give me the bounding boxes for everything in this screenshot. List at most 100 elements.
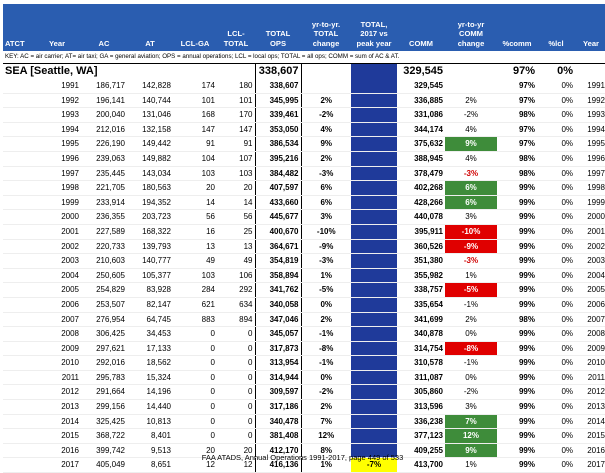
row-year-label: 1993: [47, 107, 81, 123]
key-text: KEY: AC = air carrier; AT= air taxi; GA …: [3, 51, 605, 64]
col-yoy-total: yr-to-yr. TOTAL change: [301, 4, 351, 51]
row-total-vs-peak: [351, 443, 397, 459]
row-comm: 336,238: [397, 414, 445, 430]
row-year: [3, 209, 47, 225]
row-year-label: 2013: [47, 399, 81, 415]
row-at: 180,563: [127, 180, 173, 196]
row-pct-comm: 99%: [497, 195, 537, 211]
row-pct-comm: 99%: [497, 355, 537, 371]
row-yoy-total: 2%: [301, 399, 351, 415]
row-yoy-comm: -2%: [445, 107, 497, 123]
row-comm: 338,757: [397, 282, 445, 298]
table-row: 2001 227,589 168,322 16 25 400,670 -10% 395,911…: [3, 224, 605, 240]
row-total-vs-peak: [351, 79, 397, 94]
row-year-right: 2000: [575, 209, 605, 225]
table-row: 2002 220,733 139,793 13 13 364,671 -9% 360,526-…: [3, 239, 605, 255]
row-comm: 329,545: [397, 79, 445, 94]
row-year: [3, 268, 47, 284]
row-total-vs-peak: [351, 224, 397, 240]
row-total-vs-peak: [351, 107, 397, 123]
row-at: 105,377: [127, 268, 173, 284]
row-lcl-total: 56: [217, 209, 255, 225]
row-year: [3, 224, 47, 240]
row-year-label: 2006: [47, 297, 81, 313]
row-lcl-total: 147: [217, 122, 255, 138]
table-row: 1994 212,016 132,158 147 147 353,050 4% 344,174…: [3, 122, 605, 138]
row-yoy-total: -2%: [301, 384, 351, 401]
row-pct-lcl: 0%: [537, 341, 575, 357]
table-row: 2007 276,954 64,745 883 894 347,046 2% 341,699 2…: [3, 312, 605, 328]
row-pct-lcl: 0%: [537, 443, 575, 459]
row-lcl-ga: 56: [173, 209, 217, 225]
row-year-label: 1999: [47, 195, 81, 211]
row-pct-comm: 99%: [497, 370, 537, 386]
row-comm: 355,982: [397, 268, 445, 284]
row-at: 83,928: [127, 282, 173, 298]
row-total-ops: 353,050: [254, 122, 302, 138]
table-row: 1998 221,705 180,563 20 20 407,597 6% 402,268 6%…: [3, 180, 605, 196]
row-year-label: 1991: [47, 79, 81, 94]
row-lcl-total: 0: [217, 414, 255, 430]
row-year-label: 2009: [47, 341, 81, 357]
row-yoy-total: -2%: [301, 107, 351, 123]
row-year-right: 2007: [575, 312, 605, 328]
row-yoy-comm: 3%: [445, 399, 497, 415]
row-lcl-total: 0: [217, 326, 255, 342]
row-pct-lcl: 0%: [537, 224, 575, 240]
row-lcl-total: 292: [217, 282, 255, 298]
row-comm: 402,268: [397, 180, 445, 196]
row-year-right: 2010: [575, 355, 605, 371]
row-year: [3, 195, 47, 211]
table-row: 1999 233,914 194,352 14 14 433,660 6% 428,266 6%…: [3, 195, 605, 211]
row-yoy-comm: 0%: [445, 370, 497, 386]
ops-first: 338,607: [254, 63, 302, 79]
row-yoy-total: 2%: [301, 312, 351, 328]
row-ac: 186,717: [81, 79, 127, 94]
row-pct-lcl: 0%: [537, 93, 575, 109]
row-total-ops: 386,534: [254, 136, 302, 152]
row-total-ops: 433,660: [254, 195, 302, 211]
row-year-label: 2008: [47, 326, 81, 342]
row-pct-comm: 99%: [497, 443, 537, 459]
row-total-vs-peak: [351, 428, 397, 444]
header-row: ATCT Year AC AT LCL-GA LCL-TOTAL TOTAL O…: [3, 4, 605, 51]
row-yoy-comm: -1%: [445, 297, 497, 313]
table-row: 2005 254,829 83,928 284 292 341,762 -5% 338,757…: [3, 282, 605, 298]
row-ac: 297,621: [81, 341, 127, 357]
row-year: [3, 341, 47, 357]
row-at: 9,513: [127, 443, 173, 459]
row-comm: 311,087: [397, 370, 445, 386]
row-lcl-ga: 0: [173, 355, 217, 371]
row-at: 14,440: [127, 399, 173, 415]
row-pct-comm: 99%: [497, 326, 537, 342]
row-pct-comm: 97%: [497, 136, 537, 152]
table-row: 2011 295,783 15,324 0 0 314,944 0% 311,087 0% 99%…: [3, 370, 605, 386]
row-pct-lcl: 0%: [537, 79, 575, 94]
col-year: Year: [47, 4, 81, 51]
row-ac: 254,829: [81, 282, 127, 298]
row-pct-comm: 99%: [497, 399, 537, 415]
row-yoy-comm: 1%: [445, 268, 497, 284]
row-pct-lcl: 0%: [537, 151, 575, 167]
row-lcl-total: 634: [217, 297, 255, 313]
row-lcl-ga: 0: [173, 414, 217, 430]
row-at: 14,196: [127, 384, 173, 401]
row-total-ops: 314,944: [254, 370, 302, 386]
row-pct-lcl: 0%: [537, 312, 575, 328]
col-at: AT: [127, 4, 173, 51]
row-lcl-ga: 16: [173, 224, 217, 240]
row-comm: 377,123: [397, 428, 445, 444]
row-lcl-ga: 103: [173, 166, 217, 182]
row-year-label: 1992: [47, 93, 81, 109]
col-lcl-ga: LCL-GA: [173, 4, 217, 51]
row-lcl-total: 106: [217, 268, 255, 284]
col-pct-comm: %comm: [497, 4, 537, 51]
row-year: [3, 180, 47, 196]
table-row: 1995 226,190 149,442 91 91 386,534 9% 375,632 9%…: [3, 136, 605, 152]
row-pct-comm: 97%: [497, 93, 537, 109]
row-lcl-ga: 0: [173, 399, 217, 415]
row-pct-lcl: 0%: [537, 107, 575, 123]
row-year-label: 2016: [47, 443, 81, 459]
row-total-vs-peak: [351, 370, 397, 386]
row-year-right: 2015: [575, 428, 605, 444]
